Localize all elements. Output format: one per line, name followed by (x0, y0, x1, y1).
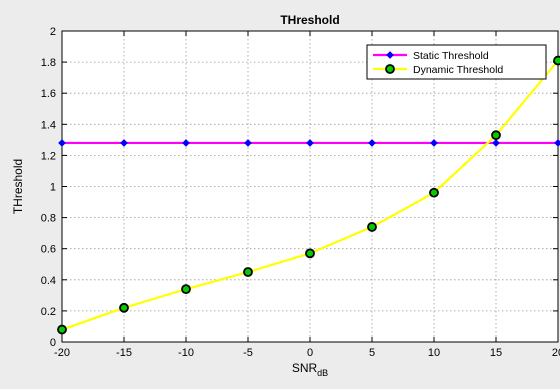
x-axis-label-main: SNR (292, 361, 318, 375)
data-point (554, 139, 560, 147)
x-tick-label: 20 (552, 347, 560, 359)
data-point (306, 139, 314, 147)
data-point (120, 139, 128, 147)
data-point (119, 302, 129, 313)
data-point (368, 139, 376, 147)
x-axis-label-subscript: dB (317, 368, 328, 378)
data-point (491, 130, 501, 141)
legend-item: Dynamic Threshold (373, 64, 503, 76)
x-tick-label: -15 (116, 347, 132, 359)
data-point (430, 139, 438, 147)
data-point (182, 139, 190, 147)
chart-title: THreshold (280, 13, 339, 27)
y-tick-label: 1.2 (41, 150, 56, 162)
y-tick-label: 0.6 (41, 244, 56, 256)
axis-ticks: -20 -15 -10 -5 0 5 10 15 20 0 0.2 0.4 0.6 0.8 1 1.2 1.4 1… (41, 26, 560, 359)
data-point (57, 324, 67, 335)
data-point (492, 139, 500, 147)
y-tick-label: 1.6 (41, 88, 56, 100)
y-tick-label: 0.4 (41, 275, 56, 287)
data-point (553, 55, 560, 66)
y-tick-label: 1 (50, 182, 56, 194)
y-axis-label: THreshold (11, 159, 25, 214)
data-point (58, 139, 66, 147)
legend-swatch-marker (385, 64, 395, 74)
legend-swatch-marker (386, 51, 394, 59)
y-tick-label: 1.4 (41, 119, 56, 131)
data-point (429, 187, 439, 198)
x-tick-label: -20 (54, 347, 70, 359)
data-point (367, 222, 377, 232)
x-axis-label: SNRdB (292, 361, 328, 378)
series-dynamic-threshold (57, 55, 560, 335)
legend: Static Threshold Dynamic Threshold (366, 44, 547, 80)
x-tick-label: -5 (243, 347, 253, 359)
data-point (181, 284, 191, 295)
legend-item: Static Threshold (373, 50, 489, 62)
x-tick-label: 5 (369, 347, 375, 359)
y-tick-label: 0 (50, 337, 56, 349)
x-tick-label: 0 (307, 347, 313, 359)
series-static-threshold (58, 139, 560, 147)
y-tick-label: 2 (50, 26, 56, 38)
y-tick-label: 0.8 (41, 213, 56, 225)
legend-label: Dynamic Threshold (413, 64, 503, 76)
x-tick-label: 10 (428, 347, 440, 359)
y-tick-label: 0.2 (41, 306, 56, 318)
series-layer (57, 55, 560, 335)
legend-box (366, 44, 547, 80)
data-point (244, 139, 252, 147)
data-point (305, 248, 315, 259)
data-point (243, 267, 253, 277)
legend-label: Static Threshold (413, 50, 489, 62)
x-tick-label: 15 (490, 347, 502, 359)
y-tick-label: 1.8 (41, 57, 56, 69)
x-tick-label: -10 (178, 347, 194, 359)
